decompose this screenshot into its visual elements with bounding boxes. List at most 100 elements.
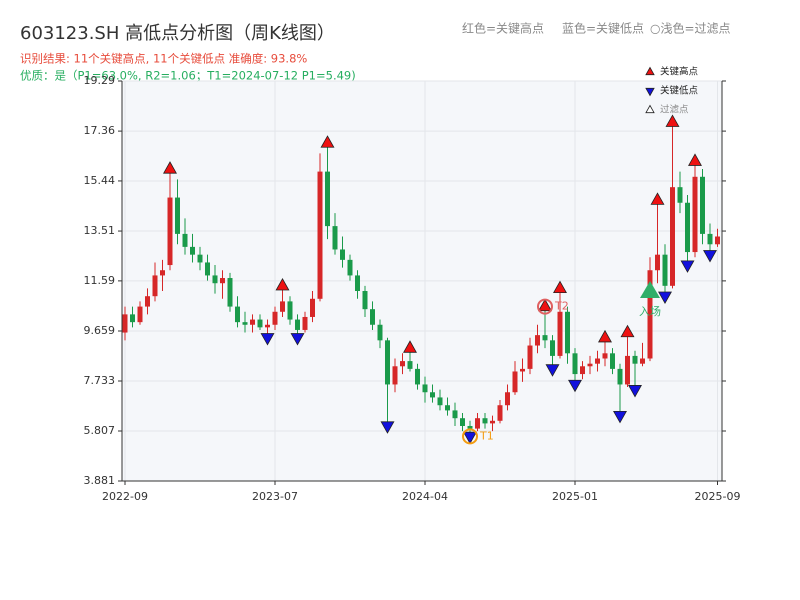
- candle-body: [212, 275, 218, 284]
- annotation-label: T1: [479, 429, 494, 442]
- key-point: [688, 153, 702, 166]
- candle-body: [152, 275, 158, 297]
- y-tick-label: 5.807: [84, 424, 116, 437]
- candle-body: [392, 366, 398, 385]
- candle-body: [167, 197, 173, 266]
- candle-body: [325, 171, 330, 227]
- annotation-circle: [462, 428, 478, 445]
- candle-body: [520, 368, 525, 372]
- candle-body: [347, 259, 353, 276]
- candle-body: [302, 316, 308, 330]
- candle-body: [400, 361, 405, 367]
- candle-body: [257, 319, 263, 328]
- legend-swatch: [645, 104, 655, 114]
- candle-body: [377, 324, 383, 341]
- key-point: [538, 298, 552, 312]
- candle-body: [385, 340, 390, 385]
- candle-body: [490, 420, 495, 424]
- annotation-circle: [537, 298, 553, 315]
- x-tick-label: 2025-09: [695, 490, 741, 503]
- candle-body: [482, 418, 488, 424]
- candle-body: [512, 371, 518, 393]
- key-point: [380, 421, 395, 434]
- quality-note: 优质：是（P1=63.0%, R2=1.06；T1=2024-07-12 P1=…: [20, 69, 356, 83]
- candle-body: [250, 319, 255, 325]
- key-point: [260, 333, 275, 346]
- candle-body: [685, 202, 690, 253]
- candle-body: [190, 246, 195, 255]
- candle-body: [242, 322, 248, 325]
- candle-body: [550, 340, 555, 356]
- key-point: [680, 260, 695, 273]
- candle-body: [160, 270, 165, 276]
- candle-body: [310, 298, 315, 317]
- y-tick-label: 3.881: [84, 474, 116, 487]
- x-tick-label: 2022-09: [102, 490, 148, 503]
- y-tick-label: 15.44: [84, 174, 116, 187]
- candle-body: [340, 249, 345, 260]
- key-point: [275, 277, 290, 291]
- candle-body: [430, 392, 435, 398]
- y-tick-label: 17.36: [84, 124, 116, 137]
- key-point: [290, 333, 305, 346]
- candle-body: [370, 309, 375, 325]
- header-note: 蓝色=关键低点: [562, 22, 644, 36]
- candle-body: [475, 418, 480, 429]
- candle-body: [640, 358, 645, 364]
- candle-body: [557, 311, 563, 356]
- key-point: [545, 364, 560, 377]
- candle-body: [542, 335, 548, 341]
- annotation-label: T2: [554, 300, 569, 313]
- candle-body: [265, 324, 270, 328]
- key-point: [665, 114, 680, 127]
- subtitle: 识别结果: 11个关键高点, 11个关键低点 准确度: 93.8%: [20, 52, 307, 66]
- candle-body: [572, 353, 578, 375]
- key-point: [553, 280, 567, 294]
- candle-body: [355, 275, 360, 292]
- candle-body: [655, 254, 660, 271]
- candle-body: [565, 311, 570, 354]
- y-tick-label: 7.733: [84, 374, 116, 387]
- candle-body: [175, 197, 180, 234]
- candle-body: [715, 236, 720, 245]
- header-note: 红色=关键高点: [462, 21, 544, 36]
- candle-body: [137, 306, 143, 323]
- key-point: [403, 340, 417, 353]
- candle-body: [647, 270, 653, 359]
- candle-body: [460, 418, 465, 426]
- candle-body: [220, 278, 225, 284]
- candle-body: [130, 314, 135, 323]
- x-tick-label: 2024-04: [402, 490, 448, 503]
- y-tick-label: 11.59: [84, 274, 116, 287]
- key-point: [620, 324, 635, 338]
- candle-body: [602, 353, 608, 359]
- candle-body: [317, 171, 323, 299]
- candle-body: [122, 314, 128, 333]
- candle-body: [145, 296, 150, 307]
- key-point: [568, 379, 582, 393]
- candle-body: [445, 405, 450, 411]
- candle-body: [295, 319, 300, 330]
- candle-body: [182, 233, 188, 247]
- candle-body: [467, 425, 473, 429]
- candle-body: [535, 335, 540, 346]
- candle-body: [625, 355, 630, 385]
- x-tick-label: 2025-01: [552, 490, 598, 503]
- key-point: [613, 411, 627, 424]
- candle-body: [407, 361, 413, 369]
- y-tick-label: 9.659: [84, 324, 116, 337]
- candle-body: [422, 384, 428, 393]
- candle-body: [287, 301, 293, 320]
- candle-body: [272, 311, 278, 325]
- candle-body: [692, 176, 698, 253]
- candle-body: [437, 397, 443, 406]
- candle-body: [617, 368, 623, 385]
- candle-body: [362, 291, 368, 310]
- candle-body: [332, 226, 338, 250]
- candle-body: [677, 187, 683, 203]
- candle-body: [235, 306, 240, 323]
- candle-body: [280, 301, 285, 312]
- key-point: [650, 192, 665, 205]
- candle-body: [205, 262, 210, 276]
